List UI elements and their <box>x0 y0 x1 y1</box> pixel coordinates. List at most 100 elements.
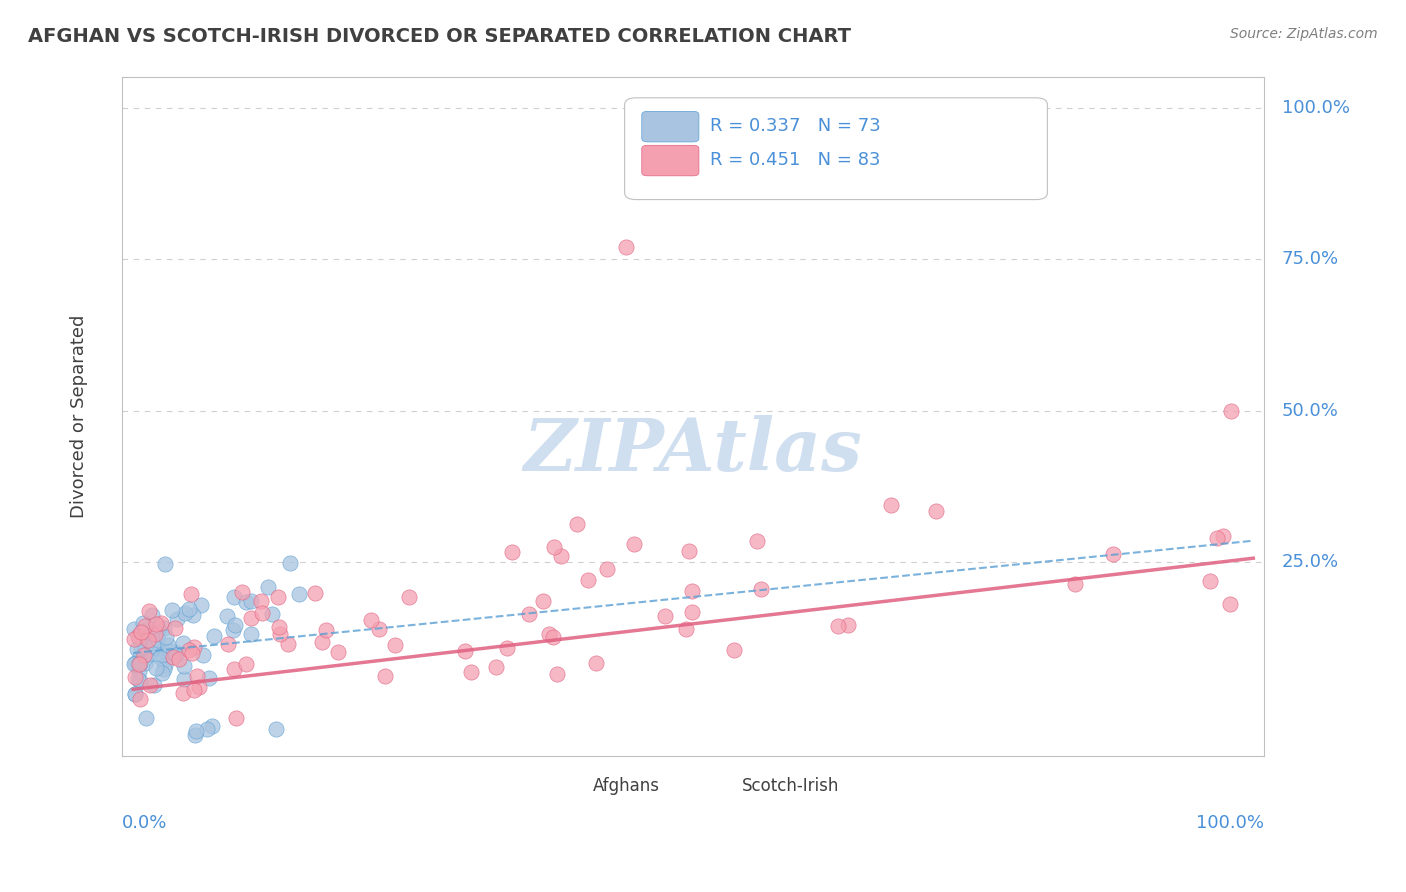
Scotch-Irish <box>145 616 167 631</box>
FancyBboxPatch shape <box>641 145 699 176</box>
Afghans <box>128 654 150 668</box>
Scotch-Irish <box>485 660 508 674</box>
Scotch-Irish <box>827 619 849 633</box>
Afghans <box>149 650 172 665</box>
Afghans <box>186 723 208 738</box>
Afghans <box>122 623 145 637</box>
Scotch-Irish <box>124 670 146 684</box>
Afghans <box>138 631 160 645</box>
Afghans <box>132 616 155 631</box>
Scotch-Irish <box>837 617 859 632</box>
Afghans <box>135 711 157 725</box>
Scotch-Irish <box>1206 531 1229 545</box>
Afghans <box>142 640 165 654</box>
Scotch-Irish <box>165 621 187 635</box>
Scotch-Irish <box>167 651 190 665</box>
Afghans <box>190 599 212 613</box>
Afghans <box>235 595 257 609</box>
Afghans <box>128 673 150 688</box>
Scotch-Irish <box>460 665 482 680</box>
Text: 50.0%: 50.0% <box>1282 401 1339 419</box>
Afghans <box>257 580 280 594</box>
Scotch-Irish <box>315 623 337 637</box>
Afghans <box>288 586 311 600</box>
Afghans <box>146 633 169 648</box>
Scotch-Irish <box>537 627 560 641</box>
Afghans <box>222 623 245 637</box>
Afghans <box>134 623 156 637</box>
Scotch-Irish <box>374 669 396 683</box>
Scotch-Irish <box>128 657 150 672</box>
Scotch-Irish <box>186 669 208 683</box>
Afghans <box>146 641 169 656</box>
Scotch-Irish <box>543 540 565 554</box>
Text: R = 0.451   N = 83: R = 0.451 N = 83 <box>710 152 880 169</box>
Afghans <box>129 640 152 655</box>
Afghans <box>160 603 183 617</box>
Scotch-Irish <box>496 640 519 655</box>
Scotch-Irish <box>172 686 194 700</box>
Afghans <box>153 621 176 635</box>
Afghans <box>165 648 187 663</box>
Scotch-Irish <box>134 618 156 632</box>
Scotch-Irish <box>517 607 540 621</box>
Scotch-Irish <box>678 544 700 558</box>
Scotch-Irish <box>880 498 903 512</box>
Afghans <box>127 672 149 686</box>
Afghans <box>202 629 225 643</box>
Afghans <box>181 607 204 622</box>
Scotch-Irish <box>681 605 703 619</box>
Afghans <box>152 662 174 676</box>
Scotch-Irish <box>654 609 676 624</box>
Afghans <box>197 722 219 736</box>
Scotch-Irish <box>614 240 637 254</box>
Afghans <box>129 656 152 670</box>
Scotch-Irish <box>127 629 149 643</box>
Afghans <box>173 606 195 620</box>
Scotch-Irish <box>128 692 150 706</box>
Text: AFGHAN VS SCOTCH-IRISH DIVORCED OR SEPARATED CORRELATION CHART: AFGHAN VS SCOTCH-IRISH DIVORCED OR SEPAR… <box>28 27 851 45</box>
Scotch-Irish <box>1212 529 1234 543</box>
FancyBboxPatch shape <box>554 777 586 795</box>
Scotch-Irish <box>136 633 159 648</box>
Scotch-Irish <box>180 587 202 601</box>
Afghans <box>173 659 195 673</box>
Text: R = 0.337   N = 73: R = 0.337 N = 73 <box>710 117 882 136</box>
Scotch-Irish <box>183 683 205 698</box>
Afghans <box>224 618 246 632</box>
Afghans <box>124 656 146 670</box>
Scotch-Irish <box>368 622 391 636</box>
Scotch-Irish <box>225 710 247 724</box>
Afghans <box>127 657 149 671</box>
Scotch-Irish <box>269 627 291 641</box>
Afghans <box>166 612 188 626</box>
Text: Scotch-Irish: Scotch-Irish <box>742 777 839 795</box>
Afghans <box>134 639 156 653</box>
Scotch-Irish <box>398 590 420 604</box>
Scotch-Irish <box>454 644 477 658</box>
Scotch-Irish <box>231 584 253 599</box>
Afghans <box>141 607 163 622</box>
Afghans <box>142 678 165 692</box>
Afghans <box>262 607 284 622</box>
Text: Divorced or Separated: Divorced or Separated <box>70 315 87 518</box>
Scotch-Irish <box>541 630 564 644</box>
Afghans <box>201 719 224 733</box>
Afghans <box>239 594 262 608</box>
Afghans <box>129 626 152 640</box>
Scotch-Irish <box>179 643 201 657</box>
Afghans <box>128 664 150 678</box>
Afghans <box>173 672 195 686</box>
Scotch-Irish <box>596 562 619 576</box>
Scotch-Irish <box>531 594 554 608</box>
Afghans <box>217 609 239 624</box>
Afghans <box>128 631 150 645</box>
Text: 25.0%: 25.0% <box>1282 553 1339 571</box>
Scotch-Irish <box>162 649 184 664</box>
Scotch-Irish <box>122 632 145 647</box>
Scotch-Irish <box>187 680 209 694</box>
Scotch-Irish <box>252 607 274 621</box>
Text: 100.0%: 100.0% <box>1282 99 1350 117</box>
Afghans <box>152 652 174 666</box>
Scotch-Irish <box>384 638 406 652</box>
